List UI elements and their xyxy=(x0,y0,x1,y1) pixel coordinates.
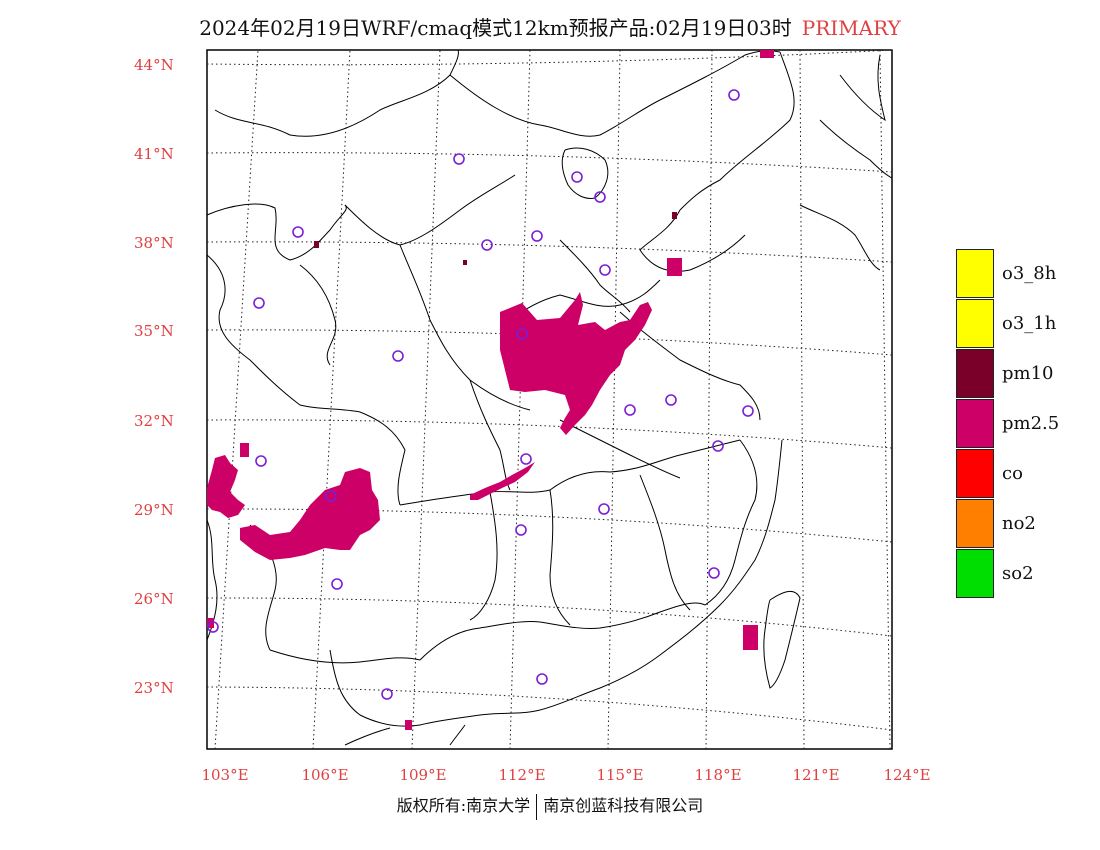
lon-label-103e: 103°E xyxy=(201,766,249,784)
lon-label-109e: 109°E xyxy=(399,766,447,784)
copyright-footer: 版权所有:南京大学 南京创蓝科技有限公司 xyxy=(0,792,1100,820)
site-marker xyxy=(520,453,532,465)
legend-label-no2: no2 xyxy=(1002,513,1036,534)
pm10-small-3 xyxy=(463,260,467,265)
site-marker xyxy=(516,328,528,340)
legend-item-so2: so2 xyxy=(956,549,1096,599)
pm25-central-plume xyxy=(500,292,652,435)
lat-label-32n: 32°N xyxy=(134,412,174,430)
site-marker xyxy=(381,688,393,700)
site-marker xyxy=(253,297,265,309)
legend-item-no2: no2 xyxy=(956,499,1096,549)
legend-swatch-pm25 xyxy=(956,399,994,448)
legend-item-pm10: pm10 xyxy=(956,349,1096,399)
pm10-small-1 xyxy=(314,241,319,248)
legend-item-pm25: pm2.5 xyxy=(956,399,1096,449)
site-marker xyxy=(665,394,677,406)
site-marker xyxy=(481,239,493,251)
legend-swatch-o3-1h xyxy=(956,299,994,348)
footer-left-text: 版权所有:南京大学 xyxy=(396,796,531,815)
legend-label-o3-1h: o3_1h xyxy=(1002,313,1057,334)
footer-separator xyxy=(536,793,538,820)
legend-swatch-co xyxy=(956,449,994,498)
site-marker xyxy=(325,490,337,502)
pm10-small-2 xyxy=(672,212,677,219)
legend-label-co: co xyxy=(1002,463,1023,484)
site-marker xyxy=(536,673,548,685)
site-marker xyxy=(728,89,740,101)
title-primary-tag: PRIMARY xyxy=(801,16,901,40)
pm25-sichuan-basin xyxy=(240,468,380,560)
lon-label-112e: 112°E xyxy=(498,766,546,784)
pm25-small-6 xyxy=(760,50,774,58)
legend-swatch-o3-8h xyxy=(956,249,994,298)
site-marker xyxy=(571,171,583,183)
legend-swatch-no2 xyxy=(956,499,994,548)
lon-label-118e: 118°E xyxy=(694,766,742,784)
lat-label-38n: 38°N xyxy=(134,234,174,252)
map-title: 2024年02月19日WRF/cmaq模式12km预报产品:02月19日03时 P… xyxy=(0,12,1100,41)
site-marker xyxy=(453,153,465,165)
legend-label-o3-8h: o3_8h xyxy=(1002,263,1057,284)
legend-swatch-so2 xyxy=(956,549,994,598)
title-main: 2024年02月19日WRF/cmaq模式12km预报产品:02月19日03时 xyxy=(199,16,792,40)
site-marker xyxy=(331,578,343,590)
legend-item-co: co xyxy=(956,449,1096,499)
pollution-areas xyxy=(207,50,774,730)
legend-label-pm25: pm2.5 xyxy=(1002,413,1060,434)
lon-label-106e: 106°E xyxy=(301,766,349,784)
lat-label-44n: 44°N xyxy=(134,56,174,74)
lat-label-41n: 41°N xyxy=(134,145,174,163)
monitoring-sites xyxy=(207,89,754,700)
legend-swatch-pm10 xyxy=(956,349,994,398)
site-marker xyxy=(515,524,527,536)
lon-label-121e: 121°E xyxy=(792,766,840,784)
lat-label-35n: 35°N xyxy=(134,322,174,340)
pm25-small-1 xyxy=(240,443,249,457)
site-marker xyxy=(594,191,606,203)
footer-right-text: 南京创蓝科技有限公司 xyxy=(543,796,704,815)
site-marker xyxy=(292,226,304,238)
site-marker xyxy=(708,567,720,579)
map-frame xyxy=(206,49,893,750)
pm25-western-patch xyxy=(207,455,245,518)
lon-label-115e: 115°E xyxy=(596,766,644,784)
site-marker xyxy=(392,350,404,362)
site-marker xyxy=(531,230,543,242)
site-marker xyxy=(712,440,724,452)
lat-label-29n: 29°N xyxy=(134,501,174,519)
legend-item-o3-1h: o3_1h xyxy=(956,299,1096,349)
pm25-small-3 xyxy=(743,625,758,650)
lat-label-26n: 26°N xyxy=(134,590,174,608)
site-marker xyxy=(624,404,636,416)
lat-label-23n: 23°N xyxy=(134,679,174,697)
pm25-hubei-strip xyxy=(470,462,535,500)
lon-label-124e: 124°E xyxy=(883,766,931,784)
site-marker xyxy=(742,405,754,417)
pm25-small-4 xyxy=(405,720,412,730)
site-marker xyxy=(598,503,610,515)
pm25-small-2 xyxy=(667,258,682,276)
site-marker xyxy=(207,621,219,633)
legend-label-pm10: pm10 xyxy=(1002,363,1054,384)
legend-label-so2: so2 xyxy=(1002,563,1034,584)
site-marker xyxy=(599,264,611,276)
legend-item-o3-8h: o3_8h xyxy=(956,249,1096,299)
site-marker xyxy=(255,455,267,467)
